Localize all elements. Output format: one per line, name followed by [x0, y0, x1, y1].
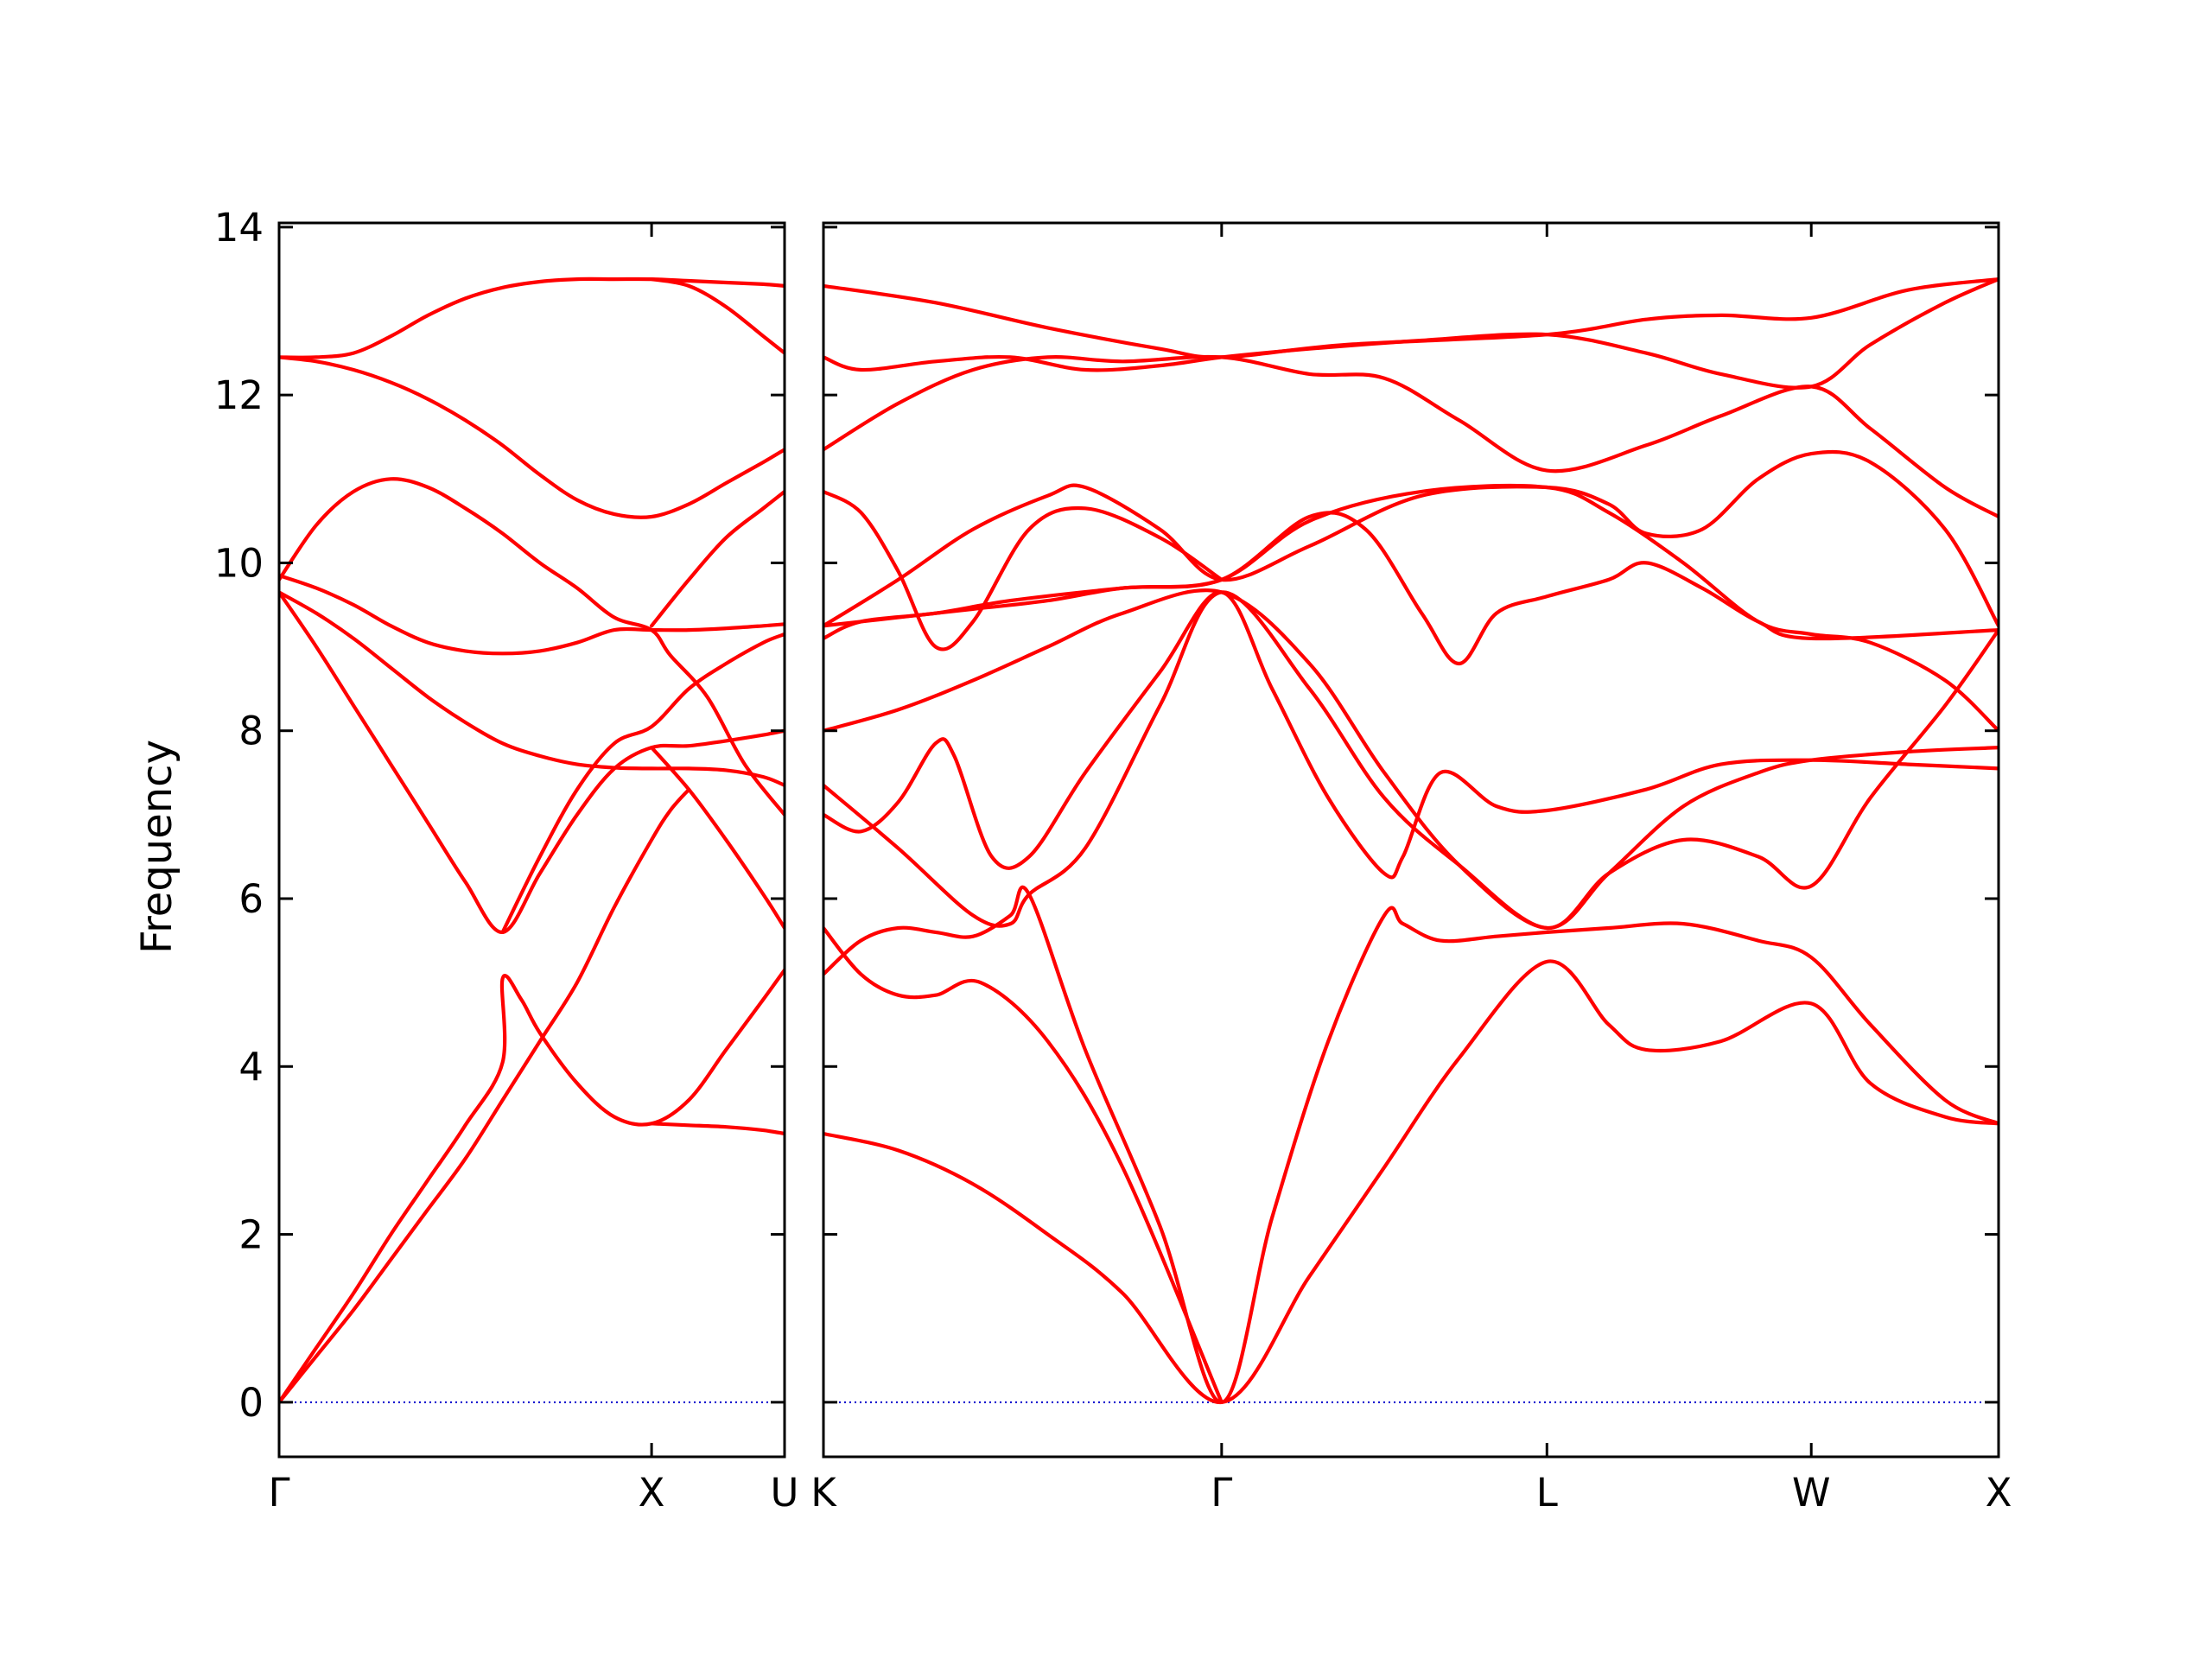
plot-frame	[822, 221, 2000, 1459]
bands	[279, 276, 785, 1404]
series-line-band-11	[650, 746, 785, 931]
series-line-band-1	[279, 787, 691, 1404]
panel-1: 0 2 4 6 8 10 12 14 Γ X U	[214, 205, 799, 1516]
series-line-band-4	[823, 590, 1999, 880]
series-line-band-5	[823, 590, 1999, 931]
y-axis-title: Frequency	[133, 740, 181, 954]
series-line-band-3	[823, 925, 1224, 1404]
series-line-band-1	[823, 959, 1999, 1405]
series-line-band-2	[279, 968, 785, 1404]
series-line-band-7	[823, 483, 1999, 733]
y-tick-label: 10	[214, 540, 264, 586]
x-tick-label: U	[771, 1470, 799, 1516]
series-line-band-13	[650, 277, 785, 355]
series-line-band-4	[279, 590, 785, 787]
y-tick-label: 0	[238, 1380, 264, 1426]
series-line-band-12	[650, 489, 785, 628]
series-line-band-10	[650, 1122, 785, 1136]
series-line-band-5	[279, 573, 785, 656]
x-tick-label: Γ	[1211, 1470, 1232, 1516]
series-line-band-11	[823, 354, 1999, 519]
x-tick-label: X	[1986, 1470, 2012, 1516]
series-line-band-9	[500, 632, 785, 934]
y-tick-label: 2	[238, 1212, 264, 1258]
series-line-band-6	[279, 477, 785, 817]
series-line-band-12	[823, 277, 1999, 390]
series-line-band-7	[279, 355, 785, 519]
series-line-band-10	[823, 449, 1999, 628]
plot-frame	[277, 221, 786, 1459]
x-tick-label: K	[810, 1470, 837, 1516]
x-tick-label: Γ	[268, 1470, 289, 1516]
series-line-band-2	[823, 885, 1999, 1404]
series-line-band-9	[823, 489, 1224, 652]
x-tick-label: X	[639, 1470, 665, 1516]
y-tick-label: 6	[238, 876, 264, 922]
panels: 0 2 4 6 8 10 12 14 Γ X U K Γ L W X	[214, 205, 2012, 1516]
series-line-band-13	[823, 277, 1999, 359]
series-line-band-6	[823, 588, 1999, 931]
series-line-band-8	[279, 276, 785, 359]
x-tick-label: W	[1792, 1470, 1831, 1516]
x-tick-label: L	[1536, 1470, 1558, 1516]
y-tick-label: 8	[238, 709, 264, 754]
series-line-band-3	[279, 590, 785, 934]
y-tick-label: 14	[214, 205, 264, 251]
y-tick-label: 4	[238, 1044, 264, 1090]
bands	[823, 277, 1999, 1405]
series-line-band-8	[823, 511, 1999, 666]
y-tick-label: 12	[214, 372, 264, 418]
